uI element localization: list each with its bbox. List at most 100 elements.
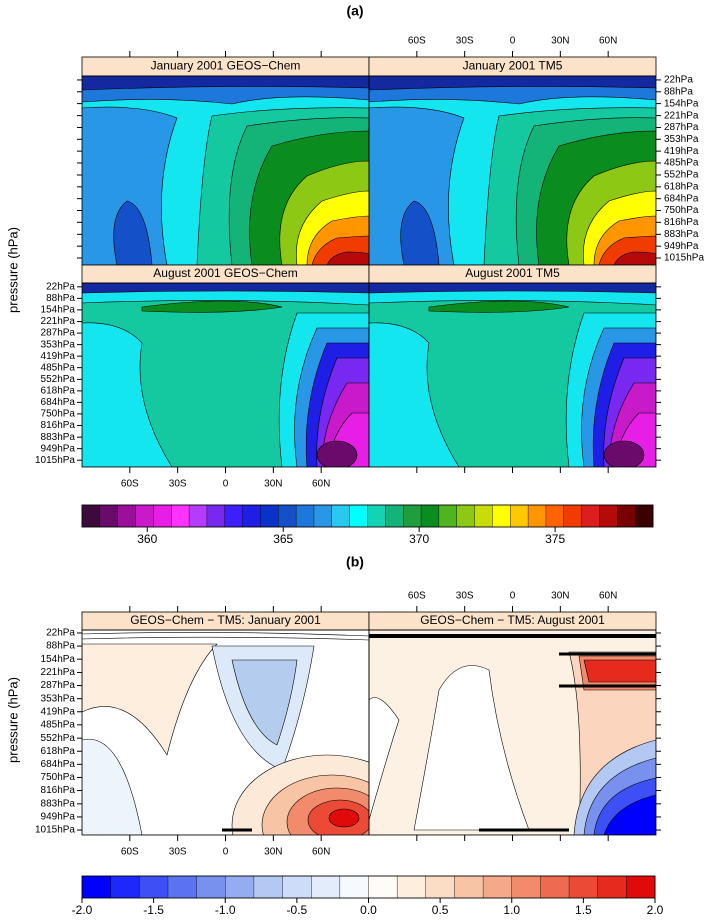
y-tick-label: 353hPa bbox=[41, 693, 76, 704]
y-tick-label: 883hPa bbox=[41, 432, 76, 443]
colorbar-cell bbox=[331, 504, 351, 528]
x-tick-label: 60N bbox=[599, 591, 617, 602]
x-tick-label: 30N bbox=[551, 36, 569, 47]
y-tick-label: 485hPa bbox=[664, 158, 699, 169]
y-tick-label: 22hPa bbox=[46, 628, 75, 639]
colorbar-cell bbox=[139, 875, 169, 899]
x-tick-label: 30N bbox=[264, 479, 282, 490]
contour-field bbox=[82, 76, 369, 265]
y-tick-label: 287hPa bbox=[41, 680, 76, 691]
y-tick-label: 684hPa bbox=[41, 759, 76, 770]
y-tick-label: 485hPa bbox=[41, 720, 76, 731]
contour-field bbox=[82, 283, 369, 467]
y-tick-label: 221hPa bbox=[41, 667, 76, 678]
colorbar-cell bbox=[171, 504, 190, 528]
y-tick-label: 949hPa bbox=[41, 443, 76, 454]
panel-title: GEOS−Chem − TM5: January 2001 bbox=[130, 613, 321, 627]
colorbar-cell bbox=[456, 504, 476, 528]
x-tick-label: 60S bbox=[121, 479, 139, 490]
colorbar-cell bbox=[474, 504, 493, 528]
colorbar-tick-label: 2.0 bbox=[647, 903, 664, 917]
x-tick-label: 60N bbox=[312, 479, 330, 490]
colorbar-frame bbox=[81, 504, 654, 528]
y-tick-label: 287hPa bbox=[664, 122, 699, 133]
y-tick-label: 88hPa bbox=[46, 293, 75, 304]
y-tick-label: 618hPa bbox=[664, 181, 699, 192]
colorbar-cell bbox=[295, 504, 315, 528]
colorbar-tick-label: -1.0 bbox=[215, 903, 236, 917]
y-tick-label: 287hPa bbox=[41, 328, 76, 339]
colorbar-tick-label: 370 bbox=[409, 532, 429, 546]
colorbar-cell bbox=[110, 875, 140, 899]
colorbar-tick-label: 360 bbox=[137, 532, 157, 546]
panel-title: August 2001 TM5 bbox=[465, 266, 560, 280]
colorbar-cell bbox=[482, 875, 513, 899]
x-tick-label: 30S bbox=[456, 36, 474, 47]
colorbar-cell bbox=[510, 504, 529, 528]
colorbar-cell bbox=[225, 875, 255, 899]
colorbar-cell bbox=[597, 875, 627, 899]
colorbar-cell bbox=[188, 504, 208, 528]
panel-title: January 2001 GEOS−Chem bbox=[151, 59, 301, 73]
colorbar-cell bbox=[454, 875, 484, 899]
colorbar-cell bbox=[527, 504, 547, 528]
y-tick-label: 618hPa bbox=[41, 746, 76, 757]
y-tick-label: 883hPa bbox=[664, 229, 699, 240]
y-tick-label: 221hPa bbox=[664, 110, 699, 121]
colorbar-cell bbox=[492, 504, 511, 528]
colorbar-cell bbox=[438, 504, 458, 528]
colorbar-cell bbox=[278, 504, 297, 528]
colorbar-cell bbox=[253, 875, 284, 899]
x-tick-label: 60S bbox=[408, 591, 426, 602]
y-tick-label: 883hPa bbox=[41, 798, 76, 809]
y-tick-label: 552hPa bbox=[41, 374, 76, 385]
colorbar-cell bbox=[581, 504, 600, 528]
colorbar-cell bbox=[339, 875, 370, 899]
y-tick-label: 816hPa bbox=[41, 420, 76, 431]
y-tick-label: 750hPa bbox=[41, 772, 76, 783]
colorbar-cell bbox=[196, 875, 226, 899]
colorbar-cell bbox=[224, 504, 244, 528]
colorbar-cell bbox=[396, 875, 427, 899]
contour-field bbox=[369, 283, 656, 467]
y-tick-label: 154hPa bbox=[41, 305, 76, 316]
y-tick-label: 949hPa bbox=[41, 812, 76, 823]
colorbar-cell bbox=[167, 875, 198, 899]
colorbar-cell bbox=[135, 504, 154, 528]
x-tick-label: 30S bbox=[169, 847, 187, 858]
y-tick-label: 22hPa bbox=[664, 75, 693, 86]
colorbar-cell bbox=[282, 875, 312, 899]
y-tick-label: 816hPa bbox=[41, 785, 76, 796]
colorbar-tick-label: 375 bbox=[545, 532, 565, 546]
y-axis-label: pressure (hPa) bbox=[5, 227, 20, 313]
panel-title: January 2001 TM5 bbox=[463, 59, 563, 73]
contour-field bbox=[369, 76, 656, 265]
contour-field bbox=[369, 630, 656, 835]
y-tick-label: 485hPa bbox=[41, 362, 76, 373]
y-tick-label: 1015hPa bbox=[35, 455, 75, 466]
colorbar-cell bbox=[634, 504, 654, 528]
colorbar-cell bbox=[420, 504, 440, 528]
x-tick-label: 30N bbox=[264, 847, 282, 858]
y-tick-label: 1015hPa bbox=[664, 253, 704, 264]
x-tick-label: 30N bbox=[551, 591, 569, 602]
x-tick-label: 60S bbox=[408, 36, 426, 47]
y-tick-label: 419hPa bbox=[664, 146, 699, 157]
y-tick-label: 750hPa bbox=[664, 205, 699, 216]
colorbar-cell bbox=[617, 504, 636, 528]
y-tick-label: 684hPa bbox=[41, 397, 76, 408]
panel-title: GEOS−Chem − TM5: August 2001 bbox=[420, 613, 605, 627]
colorbar-cell bbox=[511, 875, 541, 899]
colorbar-cell bbox=[153, 504, 172, 528]
y-tick-label: 816hPa bbox=[664, 217, 699, 228]
colorbar-cell bbox=[117, 504, 137, 528]
colorbar-cell bbox=[540, 875, 570, 899]
colorbar-tick-label: 0.0 bbox=[360, 903, 377, 917]
y-tick-label: 1015hPa bbox=[35, 825, 75, 836]
colorbar-cell bbox=[367, 504, 386, 528]
y-axis-label: pressure (hPa) bbox=[5, 677, 20, 763]
contour-field bbox=[82, 630, 369, 835]
colorbar-cell bbox=[81, 875, 112, 899]
